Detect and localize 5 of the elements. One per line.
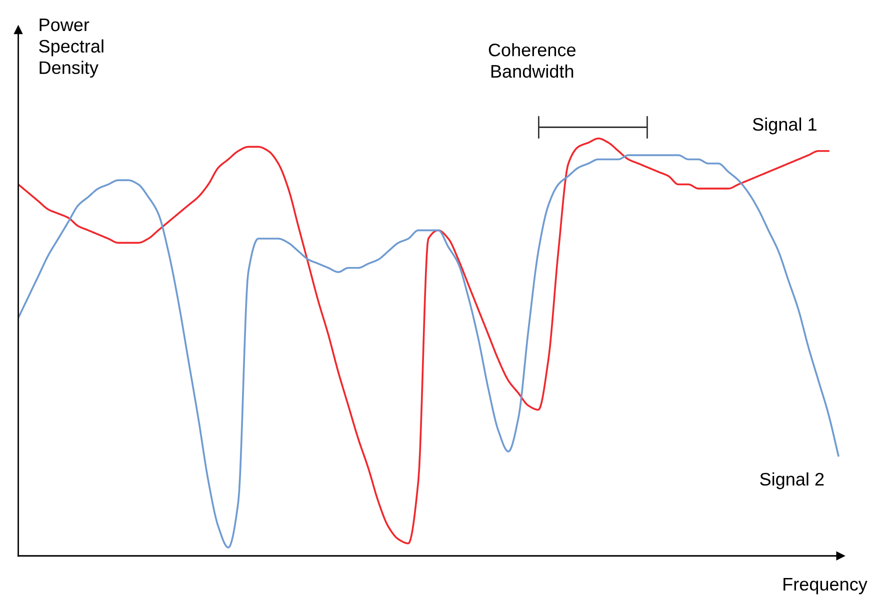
text: Coherence Bandwidth (488, 43, 576, 78)
series-label: Signal 1 (752, 118, 816, 134)
series-label: Signal 2 (760, 472, 824, 490)
y-axis-title: Power Spectral Density (39, 18, 104, 78)
x-axis-title: Frequency (784, 578, 868, 594)
